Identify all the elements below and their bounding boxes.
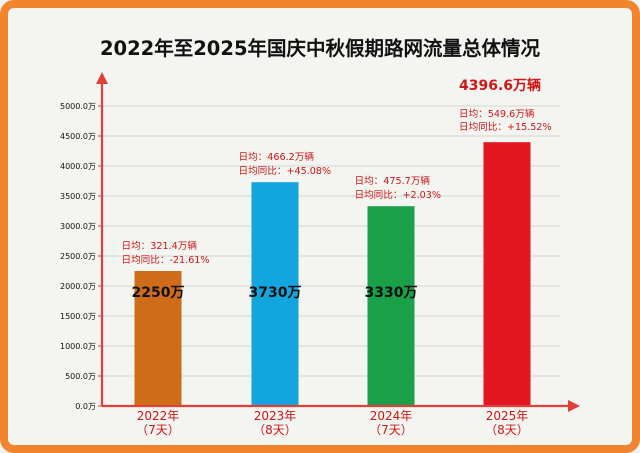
y-tick-label: 3500.0万 [60,192,96,201]
y-tick-label: 2000.0万 [60,282,96,291]
x-tick-label: 2022年 [137,409,180,423]
y-axis-arrow [96,72,108,84]
annotation-daily: 日均：549.6万辆 [459,108,535,120]
annotation-daily: 日均：466.2万辆 [239,151,315,163]
data-label: 2250万 [132,285,185,301]
x-axis-arrow [568,400,580,412]
x-tick-label: 2025年 [486,409,529,423]
y-tick-label: 0.0万 [75,402,96,411]
y-tick-label: 4500.0万 [60,132,96,141]
data-label: 3330万 [365,285,418,301]
annotation-yoy: 日均同比：+2.03% [355,189,441,201]
bar [367,206,415,406]
chart-title: 2022年至2025年国庆中秋假期路网流量总体情况 [99,37,541,60]
annotation-yoy: 日均同比：-21.61% [122,254,210,266]
y-tick-label: 4000.0万 [60,162,96,171]
x-tick-sublabel: （7天） [136,423,180,437]
annotation-daily: 日均：475.7万辆 [355,175,431,187]
bar [251,182,299,406]
y-tick-label: 2500.0万 [60,252,96,261]
y-tick-label: 5000.0万 [60,102,96,111]
x-tick-sublabel: （7天） [369,423,413,437]
data-label: 4396.6万辆 [459,77,541,94]
annotation-daily: 日均：321.4万辆 [122,240,198,252]
y-tick-label: 1500.0万 [60,312,96,321]
bar [483,142,531,407]
x-tick-label: 2024年 [370,409,413,423]
x-tick-sublabel: （8天） [485,423,529,437]
annotation-yoy: 日均同比：+15.52% [459,121,552,133]
y-tick-label: 500.0万 [65,372,96,381]
x-tick-sublabel: （8天） [253,423,297,437]
annotation-yoy: 日均同比：+45.08% [239,165,332,177]
bar [134,271,182,406]
y-tick-label: 1000.0万 [60,342,96,351]
y-tick-label: 3000.0万 [60,222,96,231]
x-tick-label: 2023年 [254,409,297,423]
data-label: 3730万 [249,285,302,301]
